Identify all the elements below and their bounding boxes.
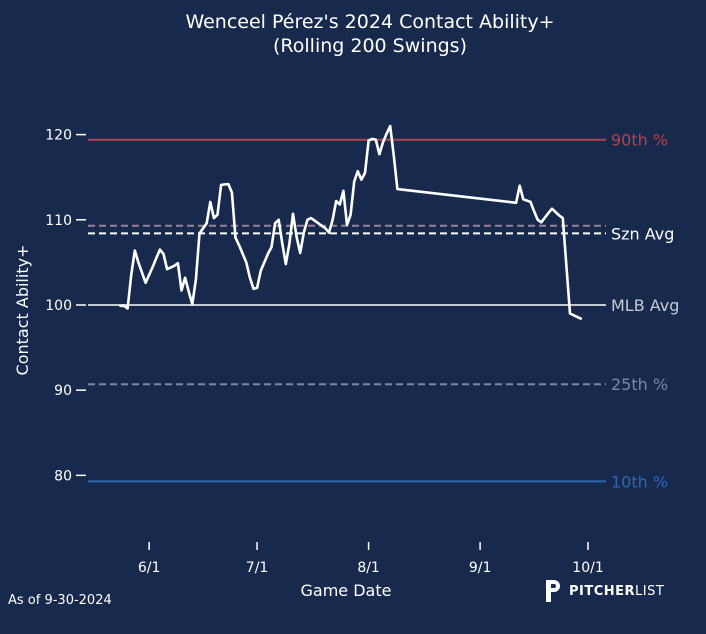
y-tick-label-0: 80 <box>54 468 72 484</box>
y-tick-label-2: 100 <box>45 298 72 314</box>
y-axis-label: Contact Ability+ <box>13 245 32 376</box>
reference-label-4: 25th % <box>611 375 668 394</box>
pitcherlist-p-icon <box>546 580 560 602</box>
x-tick-label-0: 6/1 <box>138 560 161 576</box>
x-tick-label-4: 10/1 <box>572 560 603 576</box>
x-tick-label-1: 7/1 <box>246 560 269 576</box>
y-tick-label-1: 90 <box>54 383 72 399</box>
x-axis-label: Game Date <box>301 581 392 600</box>
x-tick-label-3: 9/1 <box>469 560 492 576</box>
chart-title: Wenceel Pérez's 2024 Contact Ability+ <box>185 11 554 33</box>
x-tick-label-2: 8/1 <box>357 560 380 576</box>
reference-label-0: 90th % <box>611 131 668 150</box>
reference-label-2: Szn Avg <box>611 224 674 243</box>
y-tick-label-3: 110 <box>45 213 72 229</box>
pitcherlist-logo: PITCHERLIST <box>543 578 664 604</box>
y-tick-label-4: 120 <box>45 128 72 144</box>
chart-subtitle: (Rolling 200 Swings) <box>273 35 467 57</box>
series-line-0 <box>119 124 583 320</box>
as-of-date: As of 9-30-2024 <box>8 593 112 608</box>
reference-label-5: 10th % <box>611 472 668 491</box>
pitcherlist-wordmark: PITCHERLIST <box>569 583 665 599</box>
reference-label-3: MLB Avg <box>611 296 679 315</box>
